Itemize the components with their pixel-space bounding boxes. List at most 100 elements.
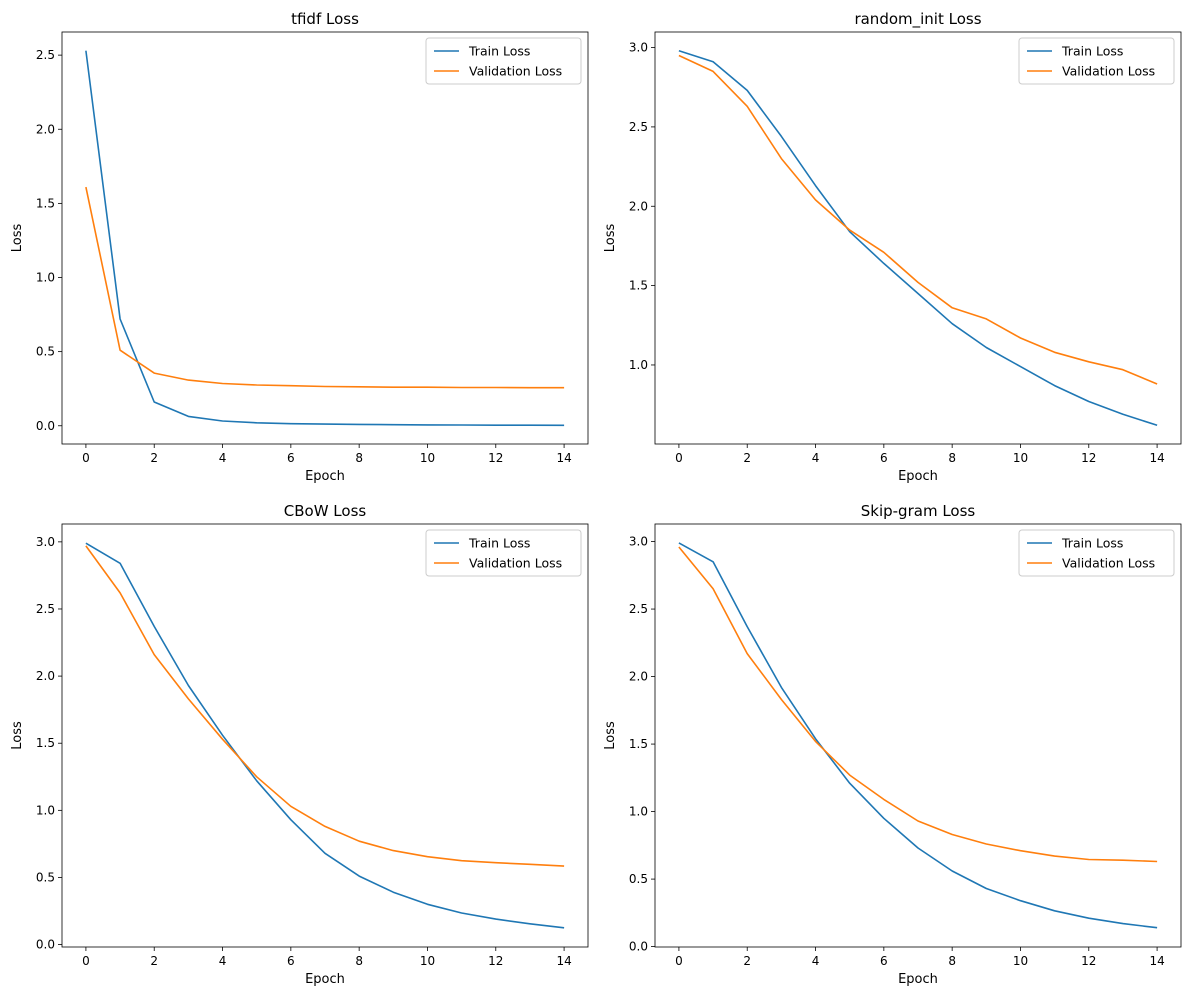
y-tick-label: 2.0 (629, 199, 648, 213)
x-tick-label: 12 (1081, 451, 1096, 465)
y-tick-label: 0.5 (629, 872, 648, 886)
x-tick-label: 4 (812, 954, 820, 968)
axes-frame (654, 523, 1182, 948)
x-tick-label: 8 (948, 954, 956, 968)
x-tick-label: 2 (150, 451, 158, 465)
legend-label: Validation Loss (1062, 556, 1155, 571)
subplot-1: tfidf Loss 0 2 4 6 8 10 12 14 0.0 0.5 1.0 1.5 2.0 2.5 E… (10, 10, 589, 484)
y-axis-label: Loss (10, 224, 25, 253)
chart-title: Skip-gram Loss (861, 502, 976, 520)
legend-label: Validation Loss (1062, 64, 1155, 79)
x-tick-label: 0 (82, 954, 90, 968)
chart-title: tfidf Loss (291, 10, 359, 28)
chart-title: random_init Loss (854, 10, 981, 29)
x-axis-label: Epoch (305, 469, 345, 484)
y-tick-label: 2.5 (36, 48, 55, 62)
legend: Train Loss Validation Loss (1018, 529, 1175, 577)
y-tick-label: 1.0 (629, 358, 648, 372)
legend-label: Train Loss (468, 44, 530, 59)
x-tick-label: 12 (1081, 954, 1096, 968)
y-tick-label: 1.0 (36, 271, 55, 285)
series-line-train-loss (85, 542, 565, 929)
subplot-2: random_init Loss 0 2 4 6 8 10 12 14 1.0 1.5 2.0 2.5 3… (603, 10, 1182, 484)
legend-box (1018, 529, 1175, 577)
y-tick-label: 3.0 (629, 535, 648, 549)
series-line-validation-loss (85, 186, 565, 389)
series-line-train-loss (678, 542, 1158, 929)
y-axis-label: Loss (603, 721, 618, 750)
x-axis-label: Epoch (898, 972, 938, 987)
x-tick-label: 8 (948, 451, 956, 465)
series-line-validation-loss (85, 545, 565, 867)
x-tick-label: 0 (675, 451, 683, 465)
y-tick-label: 2.5 (629, 120, 648, 134)
y-tick-label: 2.0 (36, 669, 55, 683)
x-tick-label: 14 (556, 451, 571, 465)
y-tick-label: 1.0 (36, 803, 55, 817)
y-tick-label: 3.0 (629, 41, 648, 55)
y-tick-label: 2.5 (629, 602, 648, 616)
x-tick-label: 4 (812, 451, 820, 465)
x-tick-label: 0 (675, 954, 683, 968)
x-tick-label: 0 (82, 451, 90, 465)
y-tick-label: 2.0 (629, 670, 648, 684)
subplot-4: Skip-gram Loss 0 2 4 6 8 10 12 14 0.0 0.5 1.0 1.5 2.0… (603, 502, 1182, 987)
y-axis-label: Loss (603, 224, 618, 253)
series-line-validation-loss (678, 54, 1158, 385)
legend-label: Train Loss (1061, 536, 1123, 551)
x-tick-label: 10 (1013, 451, 1028, 465)
x-axis-label: Epoch (305, 972, 345, 987)
axes-frame (654, 31, 1182, 445)
x-tick-label: 6 (880, 451, 888, 465)
chart-title: CBoW Loss (284, 502, 367, 520)
legend-box (425, 529, 582, 577)
x-tick-label: 2 (743, 954, 751, 968)
legend-label: Train Loss (1061, 44, 1123, 59)
legend-label: Validation Loss (469, 556, 562, 571)
x-tick-label: 10 (420, 954, 435, 968)
x-tick-label: 4 (219, 954, 227, 968)
axes-frame (61, 31, 589, 445)
y-tick-label: 3.0 (36, 535, 55, 549)
y-axis-label: Loss (10, 721, 25, 750)
y-tick-label: 2.0 (36, 122, 55, 136)
series-line-train-loss (678, 49, 1158, 427)
y-tick-label: 0.5 (36, 870, 55, 884)
axes-frame (61, 523, 589, 948)
y-tick-label: 0.0 (36, 419, 55, 433)
y-tick-label: 1.5 (629, 279, 648, 293)
x-tick-label: 6 (287, 451, 295, 465)
y-tick-label: 1.5 (629, 737, 648, 751)
x-tick-label: 6 (880, 954, 888, 968)
y-tick-label: 1.0 (629, 805, 648, 819)
legend-box (425, 37, 582, 85)
y-tick-label: 0.0 (629, 940, 648, 954)
subplot-3: CBoW Loss 0 2 4 6 8 10 12 14 0.0 0.5 1.0 1.5 2.0 2.5 3.… (10, 502, 589, 987)
y-tick-label: 1.5 (36, 736, 55, 750)
y-tick-label: 1.5 (36, 196, 55, 210)
y-tick-label: 2.5 (36, 602, 55, 616)
legend-label: Train Loss (468, 536, 530, 551)
x-tick-label: 10 (1013, 954, 1028, 968)
y-tick-label: 0.0 (36, 938, 55, 952)
x-tick-label: 12 (488, 451, 503, 465)
x-tick-label: 14 (1149, 451, 1164, 465)
x-tick-label: 14 (1149, 954, 1164, 968)
x-tick-label: 2 (743, 451, 751, 465)
legend: Train Loss Validation Loss (425, 37, 582, 85)
x-axis-label: Epoch (898, 469, 938, 484)
series-line-train-loss (85, 50, 565, 427)
x-tick-label: 12 (488, 954, 503, 968)
legend: Train Loss Validation Loss (1018, 37, 1175, 85)
legend-box (1018, 37, 1175, 85)
legend-label: Validation Loss (469, 64, 562, 79)
series-line-validation-loss (678, 546, 1158, 863)
x-tick-label: 14 (556, 954, 571, 968)
x-tick-label: 4 (219, 451, 227, 465)
x-tick-label: 8 (355, 954, 363, 968)
x-tick-label: 2 (150, 954, 158, 968)
x-tick-label: 10 (420, 451, 435, 465)
x-tick-label: 8 (355, 451, 363, 465)
y-tick-label: 0.5 (36, 345, 55, 359)
